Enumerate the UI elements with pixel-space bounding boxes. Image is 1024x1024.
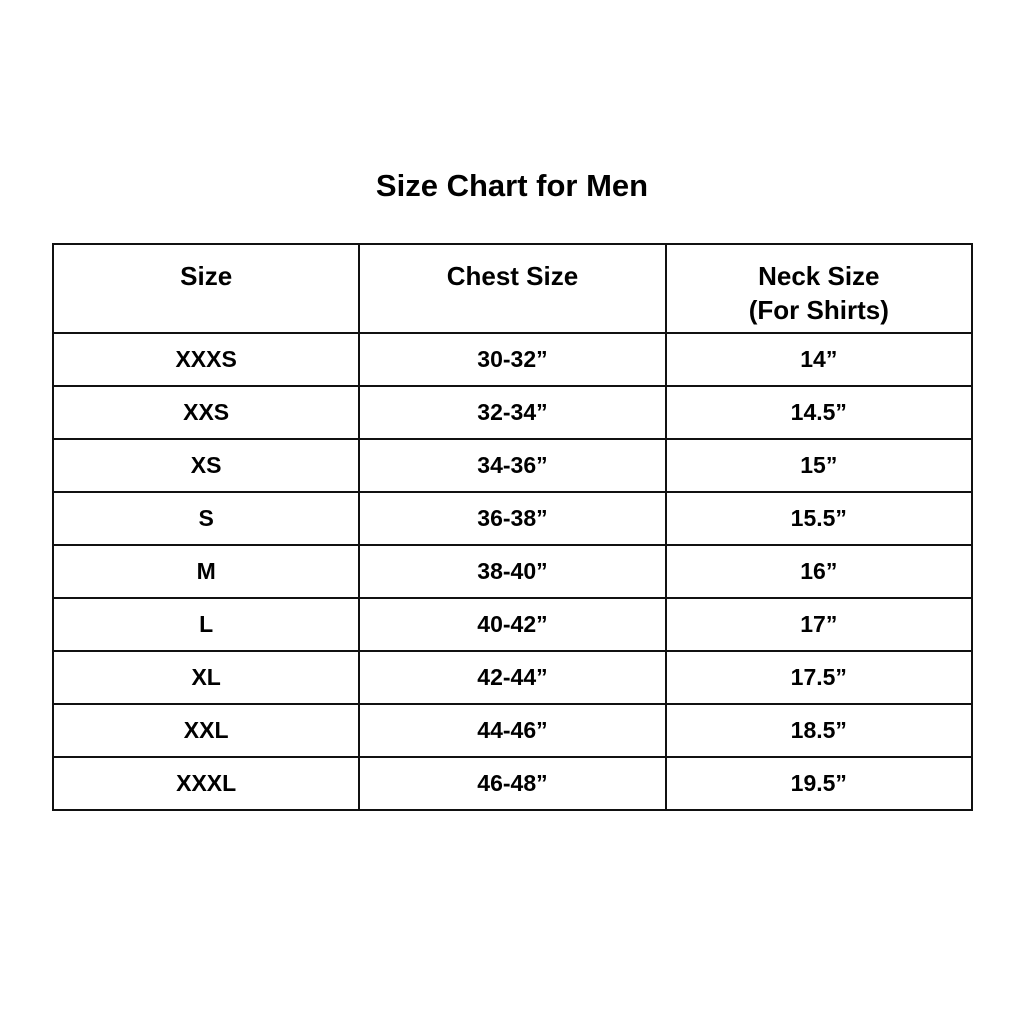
- chest-size-cell: 36-38”: [358, 491, 667, 546]
- table-row: L 40-42” 17”: [51, 597, 974, 652]
- table-row: M 38-40” 16”: [51, 544, 974, 599]
- size-cell: L: [51, 597, 361, 652]
- table-row: XS 34-36” 15”: [51, 438, 974, 493]
- page-title: Size Chart for Men: [375, 168, 649, 203]
- neck-size-cell: 14.5”: [664, 385, 974, 440]
- size-cell: M: [51, 544, 361, 599]
- size-cell: S: [51, 491, 361, 546]
- chest-size-cell: 44-46”: [358, 703, 667, 758]
- chest-size-cell: 40-42”: [358, 597, 667, 652]
- neck-size-cell: 17”: [664, 597, 974, 652]
- size-cell: XXXS: [51, 332, 361, 387]
- neck-size-cell: 19.5”: [664, 756, 974, 811]
- chest-size-cell: 38-40”: [358, 544, 667, 599]
- table-row: XL 42-44” 17.5”: [51, 650, 974, 705]
- size-cell: XXS: [51, 385, 361, 440]
- size-cell: XXL: [51, 703, 361, 758]
- header-size: Size: [51, 243, 361, 334]
- neck-size-cell: 15.5”: [664, 491, 974, 546]
- chest-size-cell: 30-32”: [358, 332, 667, 387]
- chest-size-cell: 34-36”: [358, 438, 667, 493]
- header-neck-size-label: Neck Size: [758, 261, 880, 291]
- table-row: XXL 44-46” 18.5”: [51, 703, 974, 758]
- neck-size-cell: 16”: [664, 544, 974, 599]
- neck-size-cell: 18.5”: [664, 703, 974, 758]
- header-row: Size Chest Size Neck Size (For Shirts): [51, 243, 974, 334]
- size-cell: XXXL: [51, 756, 361, 811]
- table-row: XXS 32-34” 14.5”: [51, 385, 974, 440]
- size-chart-table: Size Chest Size Neck Size (For Shirts) XX…: [51, 243, 974, 811]
- neck-size-cell: 15”: [664, 438, 974, 493]
- size-cell: XL: [51, 650, 361, 705]
- header-chest-size: Chest Size: [358, 243, 667, 334]
- chest-size-cell: 46-48”: [358, 756, 667, 811]
- table-row: S 36-38” 15.5”: [51, 491, 974, 546]
- chest-size-cell: 32-34”: [358, 385, 667, 440]
- size-cell: XS: [51, 438, 361, 493]
- chest-size-cell: 42-44”: [358, 650, 667, 705]
- neck-size-cell: 14”: [664, 332, 974, 387]
- header-neck-size-note: (For Shirts): [748, 295, 889, 325]
- table-row: XXXL 46-48” 19.5”: [51, 756, 974, 811]
- neck-size-cell: 17.5”: [664, 650, 974, 705]
- header-neck-size: Neck Size (For Shirts): [664, 243, 974, 334]
- table-row: XXXS 30-32” 14”: [51, 332, 974, 387]
